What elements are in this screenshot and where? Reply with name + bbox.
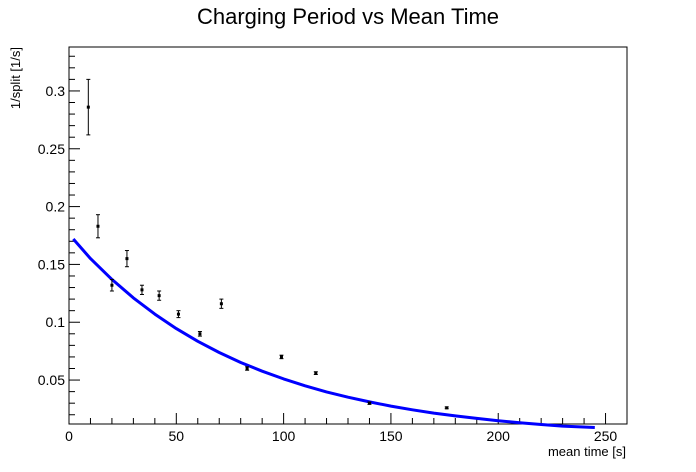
data-point — [367, 401, 372, 405]
chart-title: Charging Period vs Mean Time — [197, 4, 499, 29]
point-marker — [140, 288, 144, 292]
x-axis-label: mean time [s] — [548, 444, 626, 459]
point-marker — [314, 371, 318, 375]
point-marker — [96, 224, 100, 228]
data-point — [313, 371, 318, 376]
data-point — [245, 366, 250, 371]
y-tick-label: 0.25 — [38, 141, 65, 157]
point-marker — [445, 406, 449, 410]
data-point — [86, 78, 91, 136]
point-marker — [86, 105, 90, 109]
point-marker — [157, 294, 161, 298]
fit-curve — [72, 238, 595, 429]
y-tick-label: 0.2 — [46, 199, 66, 215]
point-marker — [110, 283, 114, 287]
y-tick-label: 0.3 — [46, 83, 66, 99]
data-point — [157, 290, 162, 301]
y-axis-label: 1/split [1/s] — [8, 47, 23, 109]
data-points-layer — [86, 78, 449, 410]
point-marker — [219, 302, 223, 306]
x-axis: 0 50 100 150 200 250 — [65, 413, 628, 444]
point-marker — [279, 355, 283, 359]
y-tick-label: 0.05 — [38, 372, 65, 388]
data-point — [176, 310, 181, 319]
data-point — [444, 406, 449, 410]
fit-curve-layer — [72, 238, 595, 429]
point-marker — [198, 332, 202, 336]
data-point — [95, 214, 100, 239]
point-marker — [125, 257, 129, 261]
data-point — [219, 298, 224, 309]
point-marker — [176, 312, 180, 316]
y-tick-label: 0.1 — [46, 314, 66, 330]
x-tick-label: 100 — [272, 428, 296, 444]
point-marker — [245, 366, 249, 370]
data-point — [139, 284, 144, 295]
plot-frame — [68, 46, 628, 425]
x-tick-label: 0 — [65, 428, 73, 444]
x-tick-label: 200 — [487, 428, 511, 444]
data-point — [109, 278, 114, 292]
y-axis: 0.05 0.1 0.15 0.2 0.25 0.3 — [38, 55, 80, 416]
x-tick-label: 50 — [169, 428, 185, 444]
x-tick-label: 250 — [594, 428, 618, 444]
data-point — [279, 354, 284, 360]
x-tick-label: 150 — [379, 428, 403, 444]
point-marker — [367, 401, 371, 405]
data-point — [197, 330, 202, 337]
data-point — [124, 250, 129, 268]
y-tick-label: 0.15 — [38, 256, 65, 272]
